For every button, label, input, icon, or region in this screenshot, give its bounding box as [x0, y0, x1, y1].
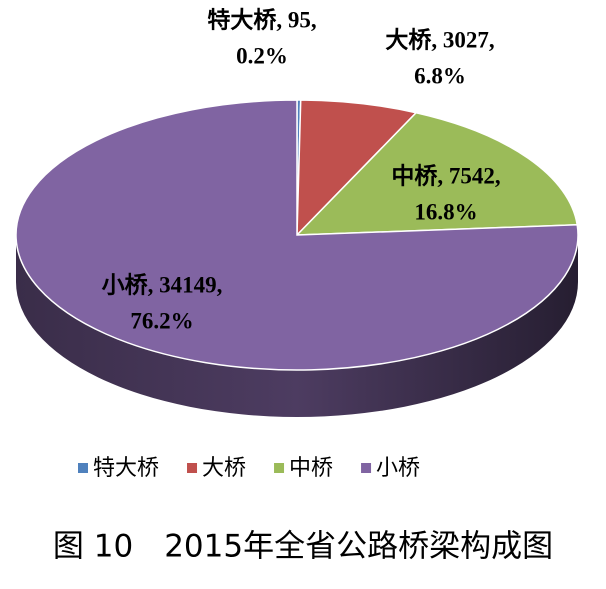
legend-label: 大桥 [202, 456, 246, 481]
legend-label: 小桥 [376, 456, 420, 481]
legend-swatch [187, 463, 198, 473]
slice-side [16, 235, 578, 417]
sides [16, 235, 578, 417]
data-label: 小桥, 34149, [102, 271, 223, 297]
caption: 图 10 2015年全省公路桥梁构成图 [53, 529, 553, 565]
legend-swatch [78, 463, 88, 473]
tops [15, 99, 579, 371]
legend-swatch [361, 463, 372, 473]
data-label: 中桥, 7542, [391, 162, 500, 188]
slice [15, 99, 579, 371]
data-label: 16.8% [414, 199, 477, 224]
data-label: 6.8% [414, 63, 466, 88]
data-label: 大桥, 3027, [385, 26, 494, 52]
slice [295, 111, 579, 236]
legend-swatch [274, 463, 285, 473]
slice [296, 99, 418, 237]
data-label: 76.2% [130, 308, 193, 333]
legend-label: 特大桥 [93, 456, 159, 481]
data-label: 特大桥, 95, [207, 6, 316, 32]
data-label: 0.2% [236, 43, 288, 68]
legend-label: 中桥 [289, 456, 333, 481]
